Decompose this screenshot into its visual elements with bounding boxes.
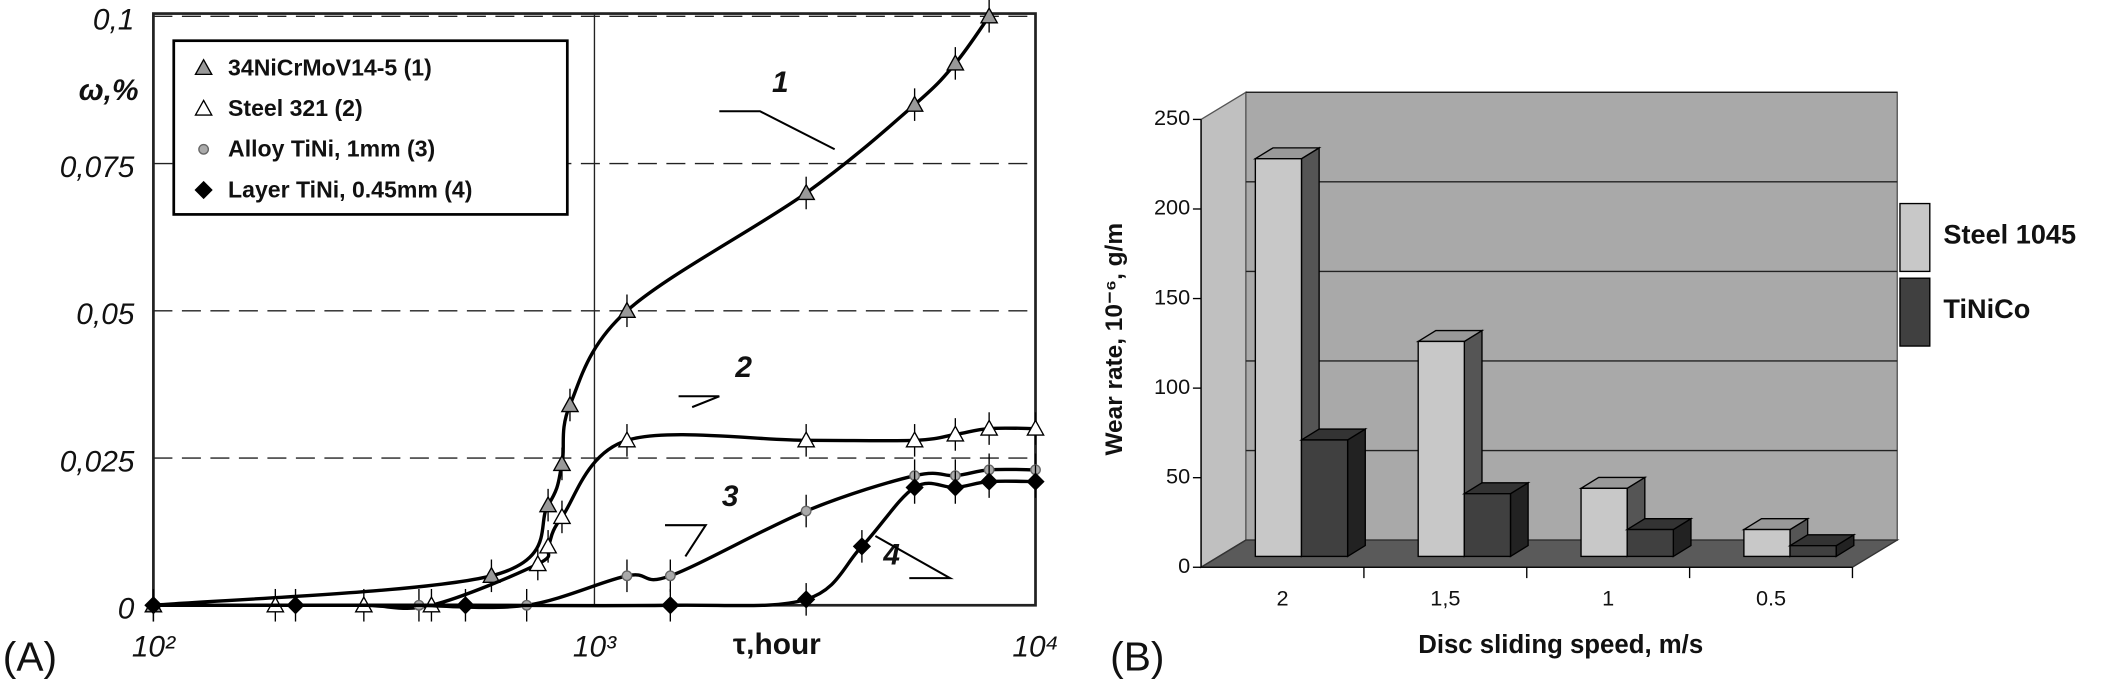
point <box>552 454 572 472</box>
leader-line <box>874 535 954 580</box>
leader-line <box>678 395 720 409</box>
legend-marker <box>194 99 213 116</box>
y-tick-label: 0,1 <box>93 4 134 37</box>
point <box>905 95 924 112</box>
y-axis-label: ω,% <box>79 74 139 107</box>
curve-label: 4 <box>882 538 900 571</box>
point <box>797 590 816 609</box>
point <box>946 53 965 71</box>
legend-label: Steel 1045 <box>1943 218 2076 249</box>
bar-side <box>1509 481 1529 558</box>
point <box>144 596 163 615</box>
legend-marker <box>194 180 213 200</box>
legend-label: Alloy TiNi, 1mm (3) <box>228 136 435 162</box>
point <box>538 495 558 513</box>
point <box>946 478 965 497</box>
panel-label: (A) <box>3 633 57 679</box>
legend-label: Layer TiNi, 0.45mm (4) <box>228 176 472 202</box>
curve-label: 3 <box>722 480 739 513</box>
point <box>552 507 572 525</box>
bar <box>1580 487 1628 558</box>
bar <box>1463 493 1512 558</box>
y-tick-label: 0 <box>118 593 135 626</box>
x-tick-label: 1,5 <box>1430 586 1460 611</box>
x-tick-label: 10⁴ <box>1012 631 1058 664</box>
bar <box>1789 544 1837 558</box>
point <box>528 554 548 572</box>
curve-label: 1 <box>772 66 789 99</box>
y-tick-label: 200 <box>1154 195 1190 220</box>
point <box>286 596 305 615</box>
bar-side <box>1346 427 1366 558</box>
point <box>1026 472 1045 491</box>
y-tick-label: 50 <box>1166 463 1190 488</box>
x-tick-label: 0.5 <box>1756 586 1786 611</box>
panel-label: (B) <box>1110 633 1164 679</box>
y-tick-label: 0,075 <box>60 151 135 184</box>
legend-label: 34NiCrMoV14-5 (1) <box>228 54 432 80</box>
y-tick-label: 150 <box>1154 284 1190 309</box>
point <box>905 430 924 448</box>
point <box>979 6 999 24</box>
y-tick-label: 0,05 <box>76 298 134 331</box>
x-tick-label: 10² <box>132 631 176 664</box>
point <box>560 395 580 413</box>
point <box>1026 419 1045 436</box>
point <box>946 424 965 442</box>
point <box>796 430 816 448</box>
y-tick-label: 0,025 <box>60 445 135 478</box>
legend-box <box>172 39 569 216</box>
y-axis-label: Wear rate, 10⁻⁶, g/m <box>1101 223 1128 456</box>
bar <box>1254 158 1303 558</box>
curve-label: 2 <box>734 351 752 384</box>
y-tick-label: 0 <box>1178 553 1190 578</box>
point <box>661 596 680 615</box>
legend-marker <box>198 143 210 155</box>
leader-line <box>665 524 708 557</box>
side-wall <box>1200 91 1247 569</box>
x-tick-label: 2 <box>1276 586 1288 611</box>
point <box>482 566 501 583</box>
x-tick-label: 1 <box>1602 586 1614 611</box>
series-line <box>418 467 1036 610</box>
point <box>796 183 816 201</box>
y-tick-label: 100 <box>1154 374 1190 399</box>
point <box>538 536 558 554</box>
legend-swatch <box>1899 277 1931 347</box>
legend-swatch <box>1899 202 1931 273</box>
point <box>621 570 633 582</box>
legend-marker <box>194 58 213 76</box>
bar <box>1626 528 1675 558</box>
point <box>617 301 637 318</box>
point <box>905 478 924 497</box>
legend-label: TiNiCo <box>1943 293 2030 324</box>
point <box>664 570 676 582</box>
leader-line <box>719 110 836 151</box>
point <box>617 430 637 448</box>
bar <box>1300 439 1349 558</box>
point <box>456 596 475 615</box>
point <box>800 505 812 517</box>
legend-label: Steel 321 (2) <box>228 95 363 121</box>
x-axis-label: τ,hour <box>733 628 821 661</box>
point <box>852 537 871 556</box>
bar <box>1743 528 1791 558</box>
x-axis-label: Disc sliding speed, m/s <box>1418 631 1703 659</box>
bar <box>1417 340 1466 558</box>
x-tick-label: 10³ <box>573 631 617 664</box>
y-tick-label: 250 <box>1154 105 1190 130</box>
point <box>979 419 999 436</box>
point <box>980 472 999 491</box>
